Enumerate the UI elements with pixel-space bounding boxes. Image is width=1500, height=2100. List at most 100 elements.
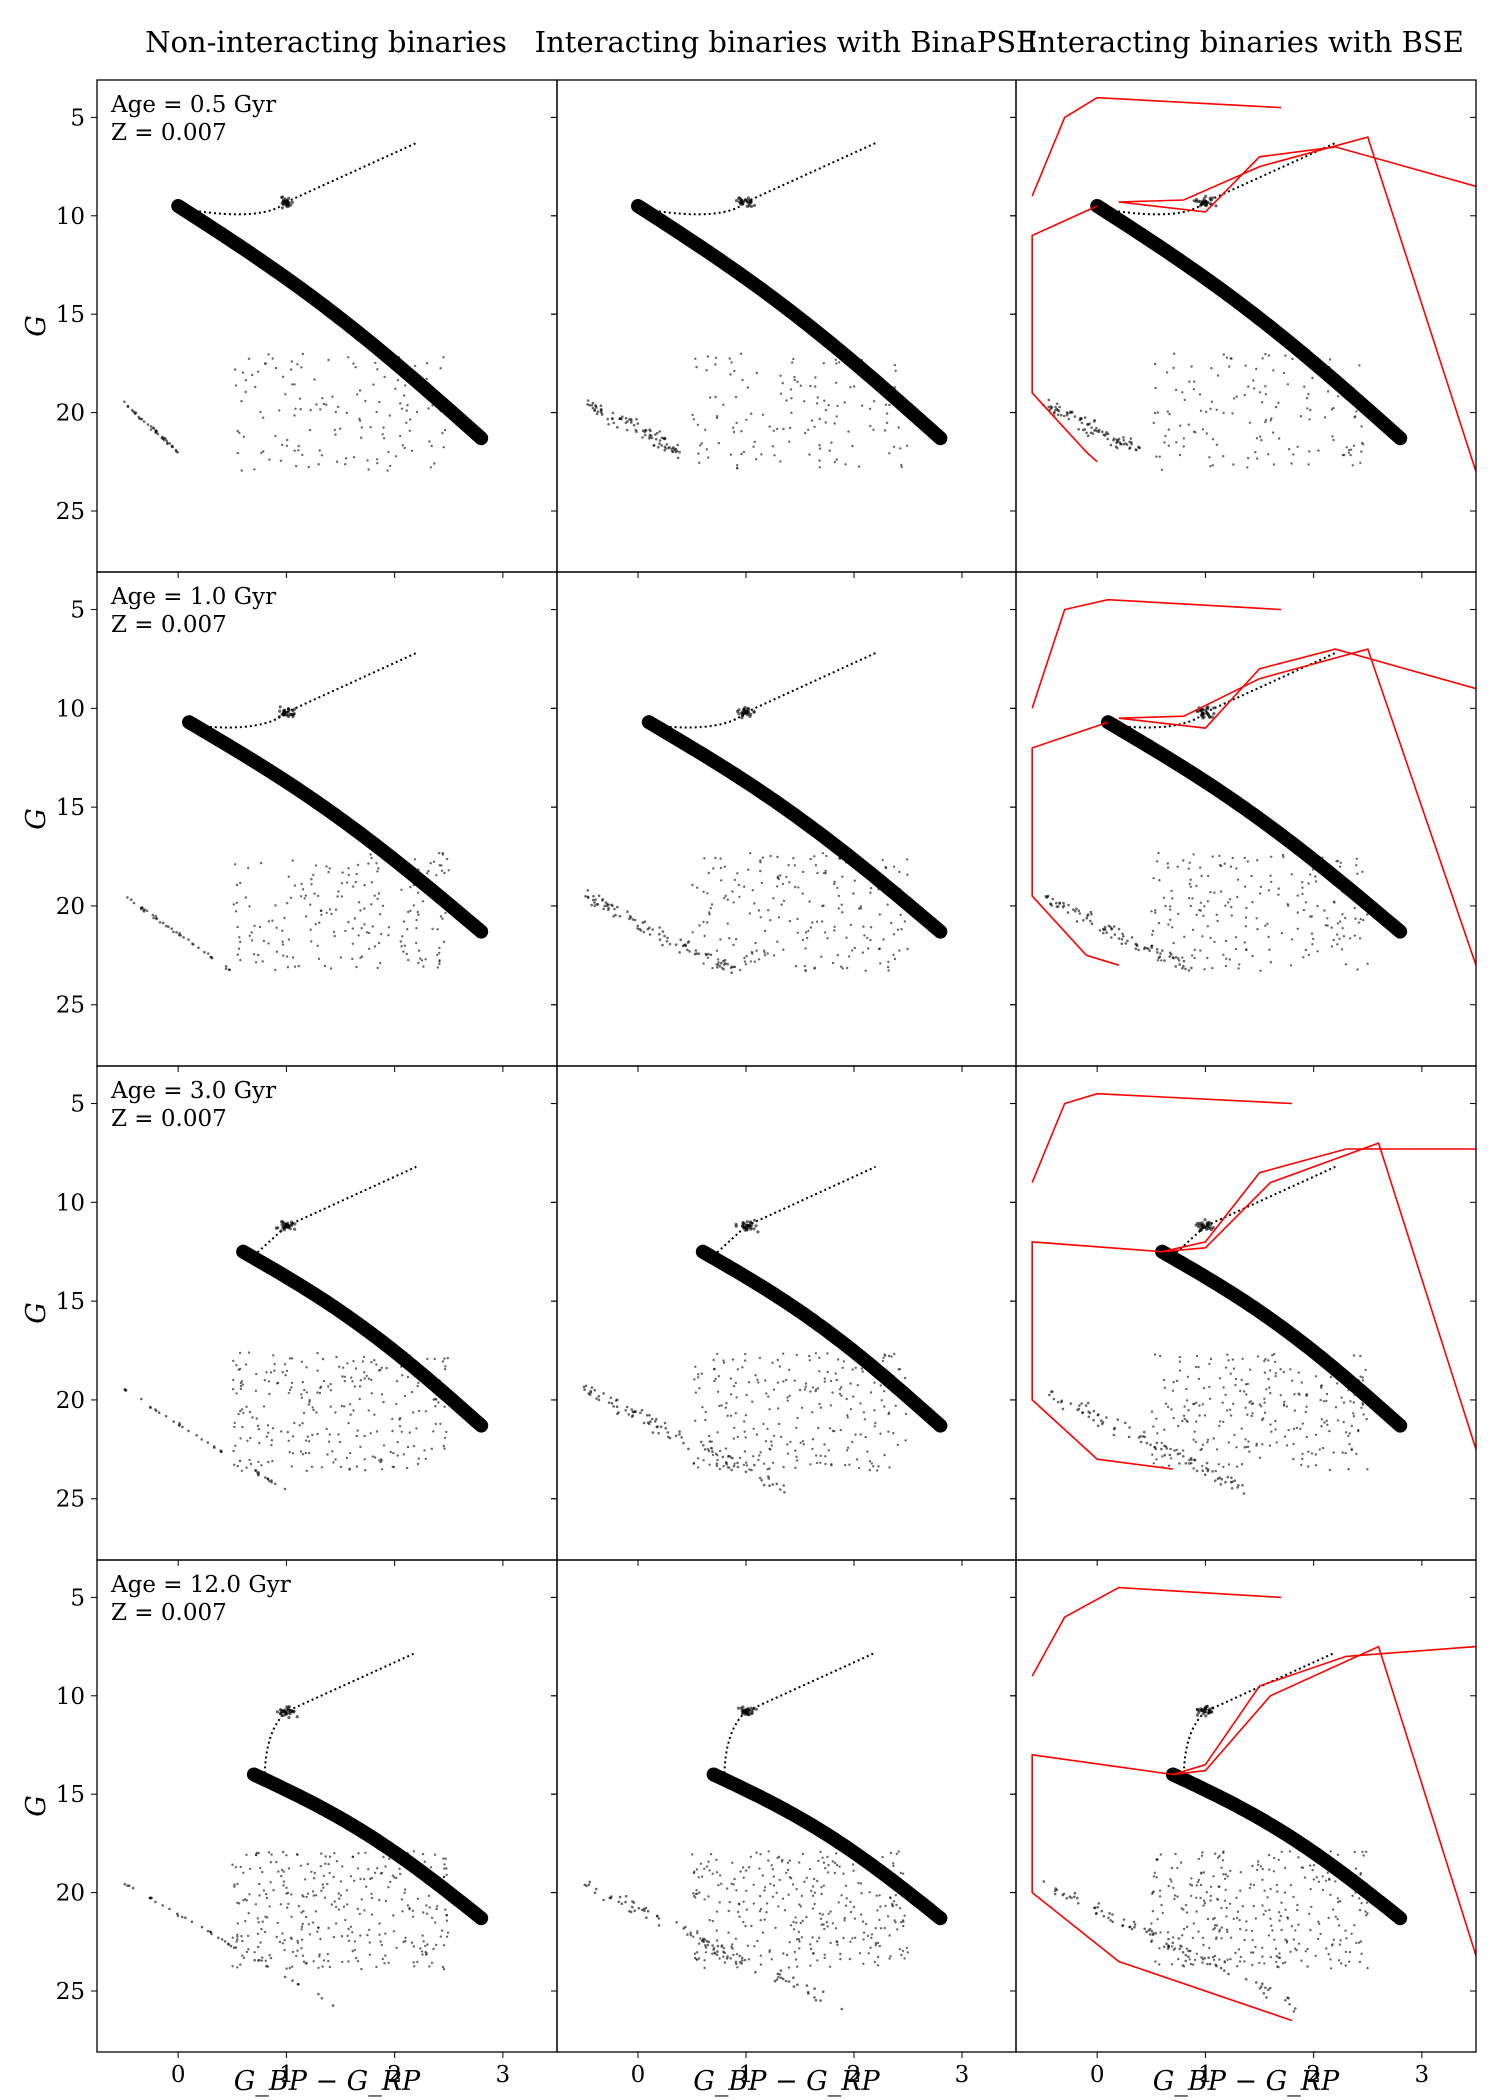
binary-point xyxy=(297,444,300,448)
white-dwarf-point xyxy=(796,1983,799,1987)
binary-point xyxy=(1226,1353,1229,1356)
white-dwarf-point xyxy=(600,413,604,416)
white-dwarf-point xyxy=(715,1953,719,1956)
binary-point xyxy=(692,418,695,421)
binary-point xyxy=(715,1871,719,1874)
binary-point xyxy=(1277,893,1280,896)
binary-point xyxy=(1203,905,1206,908)
binary-point xyxy=(1300,1959,1303,1962)
binary-point xyxy=(318,449,321,452)
binary-point xyxy=(416,1960,419,1964)
binary-point xyxy=(694,1365,697,1369)
binary-point xyxy=(1234,1383,1237,1387)
binary-point xyxy=(1280,1850,1283,1854)
white-dwarf-point xyxy=(164,437,167,440)
binary-point xyxy=(429,862,432,865)
binary-point xyxy=(1174,1852,1177,1856)
binary-point xyxy=(1158,879,1161,882)
binary-point xyxy=(1169,1878,1172,1881)
binary-point xyxy=(1361,1402,1364,1405)
binary-point xyxy=(1330,926,1334,929)
binary-point xyxy=(837,907,840,910)
panel-frame xyxy=(1015,1065,1477,1561)
binary-point xyxy=(1340,1396,1343,1399)
binary-point xyxy=(713,1951,716,1954)
binary-point xyxy=(328,867,331,870)
binary-point xyxy=(779,874,782,877)
binary-point xyxy=(421,1852,425,1856)
binary-point xyxy=(1347,1468,1350,1471)
binary-point xyxy=(347,920,350,924)
binary-point xyxy=(1228,1408,1232,1412)
scatter-points xyxy=(123,1165,489,1491)
binary-point xyxy=(743,960,747,963)
white-dwarf-point xyxy=(668,942,672,946)
binary-point xyxy=(288,1966,291,1970)
binary-point xyxy=(1332,938,1335,942)
binary-point xyxy=(301,1453,305,1456)
binary-point xyxy=(373,894,376,897)
binary-point xyxy=(1176,865,1179,868)
binary-point xyxy=(838,857,842,860)
binary-point xyxy=(1246,1382,1250,1386)
binary-point xyxy=(233,368,237,371)
binary-point xyxy=(835,362,838,365)
white-dwarf-point xyxy=(704,1946,708,1949)
binary-point xyxy=(1269,1423,1272,1426)
red-clump-point xyxy=(279,1711,283,1715)
white-dwarf-point xyxy=(1120,942,1124,946)
white-dwarf-point xyxy=(1106,432,1110,436)
binary-point xyxy=(362,1355,366,1359)
binary-point xyxy=(386,857,389,860)
binary-point xyxy=(782,1352,785,1355)
white-dwarf-point xyxy=(195,1434,198,1437)
binary-point xyxy=(900,928,903,931)
white-dwarf-point xyxy=(1138,446,1141,450)
binary-point xyxy=(287,1867,291,1870)
bse-track xyxy=(1031,1241,1174,1470)
white-dwarf-point xyxy=(155,917,158,920)
binary-point xyxy=(1317,449,1320,452)
binary-point xyxy=(824,1462,827,1466)
binary-point xyxy=(1216,374,1220,377)
binary-point xyxy=(1357,1430,1360,1433)
binary-point xyxy=(406,928,409,931)
binary-point xyxy=(1307,882,1310,885)
binary-point xyxy=(836,404,839,408)
binary-point xyxy=(894,369,897,372)
binary-point xyxy=(239,1409,242,1413)
white-dwarf-point xyxy=(675,1921,678,1924)
binary-point xyxy=(370,1896,374,1900)
white-dwarf-point xyxy=(175,931,178,934)
binary-point xyxy=(900,465,903,469)
binary-point xyxy=(290,1965,294,1968)
binary-point xyxy=(399,1416,402,1420)
binary-point xyxy=(874,1421,877,1425)
binary-point xyxy=(1224,904,1227,907)
binary-point xyxy=(1185,1387,1188,1391)
binary-point xyxy=(862,925,865,928)
white-dwarf-point xyxy=(731,1947,734,1950)
white-dwarf-point xyxy=(1062,904,1066,907)
white-dwarf-point xyxy=(1264,1986,1267,1990)
binary-point xyxy=(707,1450,711,1453)
binary-point xyxy=(312,1877,316,1880)
binary-point xyxy=(783,1909,787,1912)
y-tick-label: 15 xyxy=(56,302,85,328)
binary-point xyxy=(842,1936,845,1940)
binary-point xyxy=(1185,1925,1189,1929)
binary-point xyxy=(845,1449,849,1452)
binary-point xyxy=(759,1451,762,1454)
binary-point xyxy=(327,1440,331,1443)
binary-point xyxy=(283,1363,287,1366)
binary-point xyxy=(441,917,444,920)
x-tick-label: 2 xyxy=(387,2062,402,2088)
binary-point xyxy=(270,1443,273,1447)
binary-point xyxy=(327,1926,330,1930)
binary-point xyxy=(692,1935,695,1939)
red-clump-point xyxy=(1199,202,1203,206)
binary-point xyxy=(1189,1883,1192,1886)
white-dwarf-point xyxy=(1112,1433,1116,1437)
binary-point xyxy=(722,403,725,406)
white-dwarf-point xyxy=(1134,947,1138,950)
